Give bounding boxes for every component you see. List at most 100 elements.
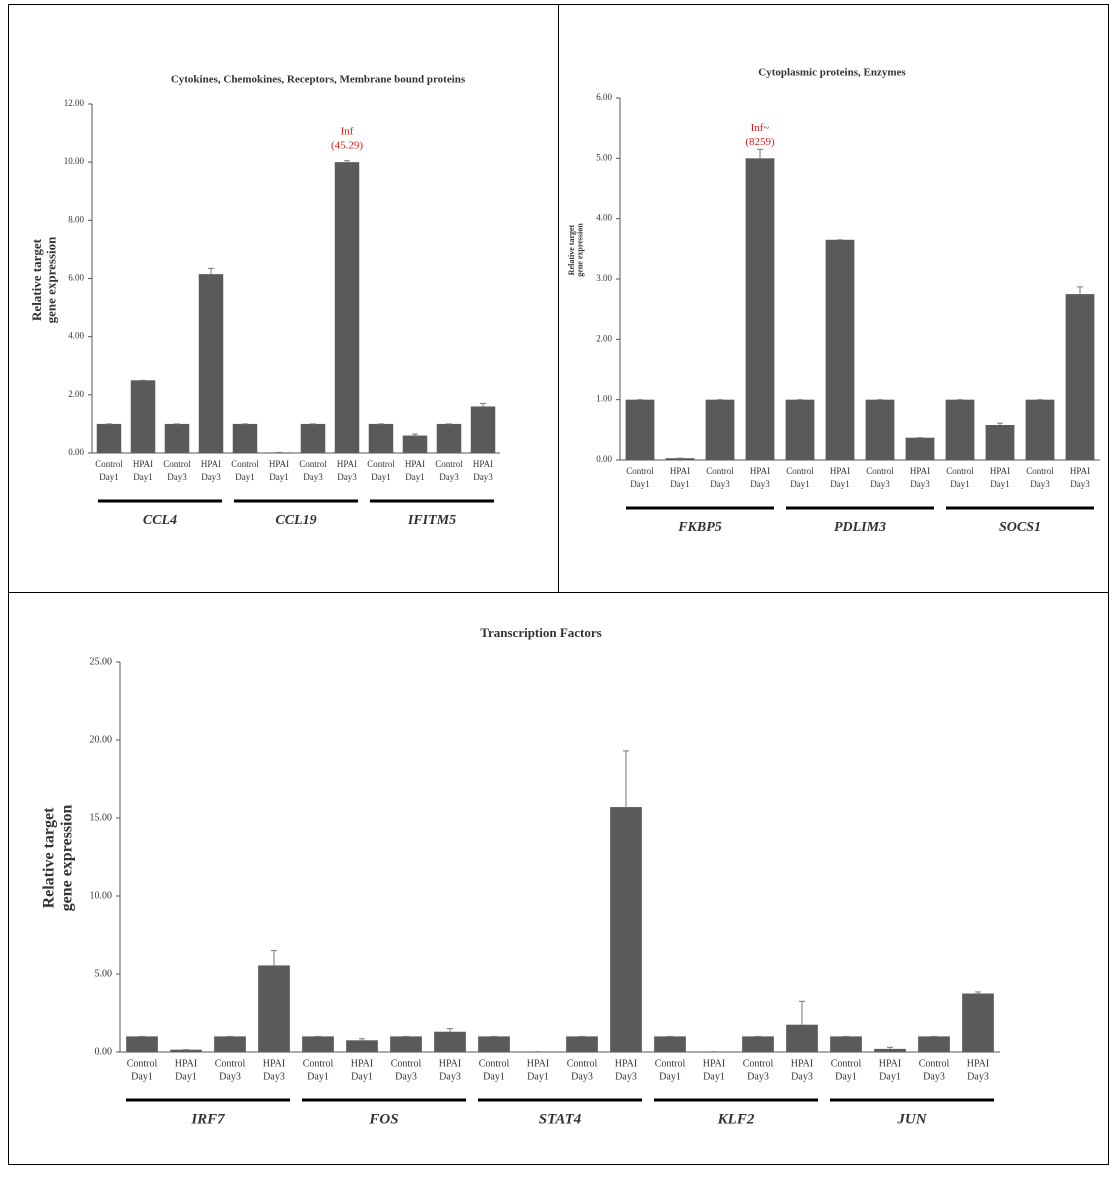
x-tick-label: Day3	[747, 1071, 769, 1082]
x-tick-label: Day1	[133, 472, 153, 482]
x-tick-label: Day3	[219, 1071, 241, 1082]
x-tick-label: HPAI	[269, 459, 289, 469]
x-tick-label: Control	[479, 1058, 510, 1069]
y-tick-label: 2.00	[596, 333, 612, 343]
bar	[985, 425, 1015, 460]
group-label: JUN	[896, 1111, 927, 1127]
x-tick-label: HPAI	[670, 466, 690, 476]
x-tick-label: Day1	[630, 479, 650, 489]
y-tick-label: 5.00	[596, 152, 612, 162]
x-tick-label: Day3	[870, 479, 890, 489]
y-tick-label: 20.00	[90, 734, 113, 745]
bar	[918, 1036, 950, 1052]
y-axis-label: Relative target	[29, 238, 44, 321]
group-label: FKBP5	[677, 520, 722, 535]
y-axis-label: gene expression	[58, 804, 75, 911]
x-tick-label: Day1	[99, 472, 119, 482]
y-tick-label: 0.00	[596, 454, 612, 464]
bar	[625, 399, 655, 460]
x-tick-label: Control	[567, 1058, 598, 1069]
error-bar	[412, 433, 418, 436]
x-tick-label: Control	[367, 459, 395, 469]
y-axis-label: gene expression	[576, 223, 585, 277]
bar	[785, 399, 815, 460]
chart-title: Cytokines, Chemokines, Receptors, Membra…	[171, 74, 466, 86]
bar	[390, 1036, 422, 1052]
error-bar	[447, 1028, 453, 1032]
x-tick-label: HPAI	[201, 459, 221, 469]
x-tick-label: HPAI	[990, 466, 1010, 476]
annotation: (45.29)	[331, 140, 363, 152]
x-tick-label: Control	[706, 466, 734, 476]
x-tick-label: Day3	[201, 472, 221, 482]
bar	[705, 399, 735, 460]
error-bar	[623, 750, 629, 808]
error-bar	[975, 991, 981, 994]
bar	[126, 1036, 158, 1052]
y-tick-label: 4.00	[68, 331, 84, 341]
x-tick-label: Day3	[923, 1071, 945, 1082]
x-tick-label: Day1	[131, 1071, 153, 1082]
x-tick-label: Day3	[750, 479, 770, 489]
bar	[434, 1031, 466, 1052]
y-tick-label: 1.00	[596, 394, 612, 404]
x-tick-label: HPAI	[133, 459, 153, 469]
x-tick-label: Day3	[791, 1071, 813, 1082]
error-bar	[480, 403, 486, 407]
chart-title: Transcription Factors	[480, 625, 601, 640]
x-tick-label: HPAI	[1070, 466, 1090, 476]
x-tick-label: HPAI	[615, 1058, 637, 1069]
y-tick-label: 2.00	[68, 389, 84, 399]
bar	[786, 1024, 818, 1052]
x-tick-label: Day3	[910, 479, 930, 489]
bar	[1025, 399, 1055, 460]
x-tick-label: Day3	[1070, 479, 1090, 489]
x-tick-label: Day1	[703, 1071, 725, 1082]
x-tick-label: HPAI	[473, 459, 493, 469]
bar	[346, 1040, 378, 1052]
y-tick-label: 12.00	[64, 98, 85, 108]
bar	[945, 399, 975, 460]
x-tick-label: Day3	[710, 479, 730, 489]
x-tick-label: Day1	[269, 472, 289, 482]
x-tick-label: Day3	[439, 1071, 461, 1082]
x-tick-label: Day1	[235, 472, 255, 482]
x-tick-label: Day3	[1030, 479, 1050, 489]
bar	[334, 162, 360, 453]
group-label: FOS	[368, 1111, 398, 1127]
x-tick-label: HPAI	[830, 466, 850, 476]
x-tick-label: Control	[215, 1058, 246, 1069]
x-tick-label: Control	[435, 459, 463, 469]
bar	[1065, 294, 1095, 460]
error-bar	[799, 1000, 805, 1025]
x-tick-label: Day1	[483, 1071, 505, 1082]
x-tick-label: Day3	[967, 1071, 989, 1082]
error-bar	[887, 1046, 893, 1049]
x-tick-label: Control	[655, 1058, 686, 1069]
group-label: CCL19	[275, 513, 316, 528]
x-tick-label: HPAI	[703, 1058, 725, 1069]
x-tick-label: Control	[1026, 466, 1054, 476]
x-tick-label: Control	[626, 466, 654, 476]
bar	[865, 399, 895, 460]
x-tick-label: Control	[95, 459, 123, 469]
error-bar	[208, 267, 214, 275]
x-tick-label: Day1	[405, 472, 425, 482]
x-tick-label: Control	[299, 459, 327, 469]
x-tick-label: Day3	[337, 472, 357, 482]
group-label: KLF2	[717, 1111, 755, 1127]
bar	[742, 1036, 774, 1052]
chart-title: Cytoplasmic proteins, Enzymes	[758, 67, 906, 79]
error-bar	[997, 422, 1003, 426]
x-tick-label: Control	[831, 1058, 862, 1069]
group-label: IRF7	[190, 1111, 225, 1127]
x-tick-label: Day3	[571, 1071, 593, 1082]
x-tick-label: HPAI	[910, 466, 930, 476]
x-tick-label: HPAI	[527, 1058, 549, 1069]
x-tick-label: HPAI	[337, 459, 357, 469]
x-tick-label: Control	[391, 1058, 422, 1069]
x-tick-label: Day1	[670, 479, 690, 489]
x-tick-label: Day1	[835, 1071, 857, 1082]
y-tick-label: 10.00	[90, 890, 113, 901]
